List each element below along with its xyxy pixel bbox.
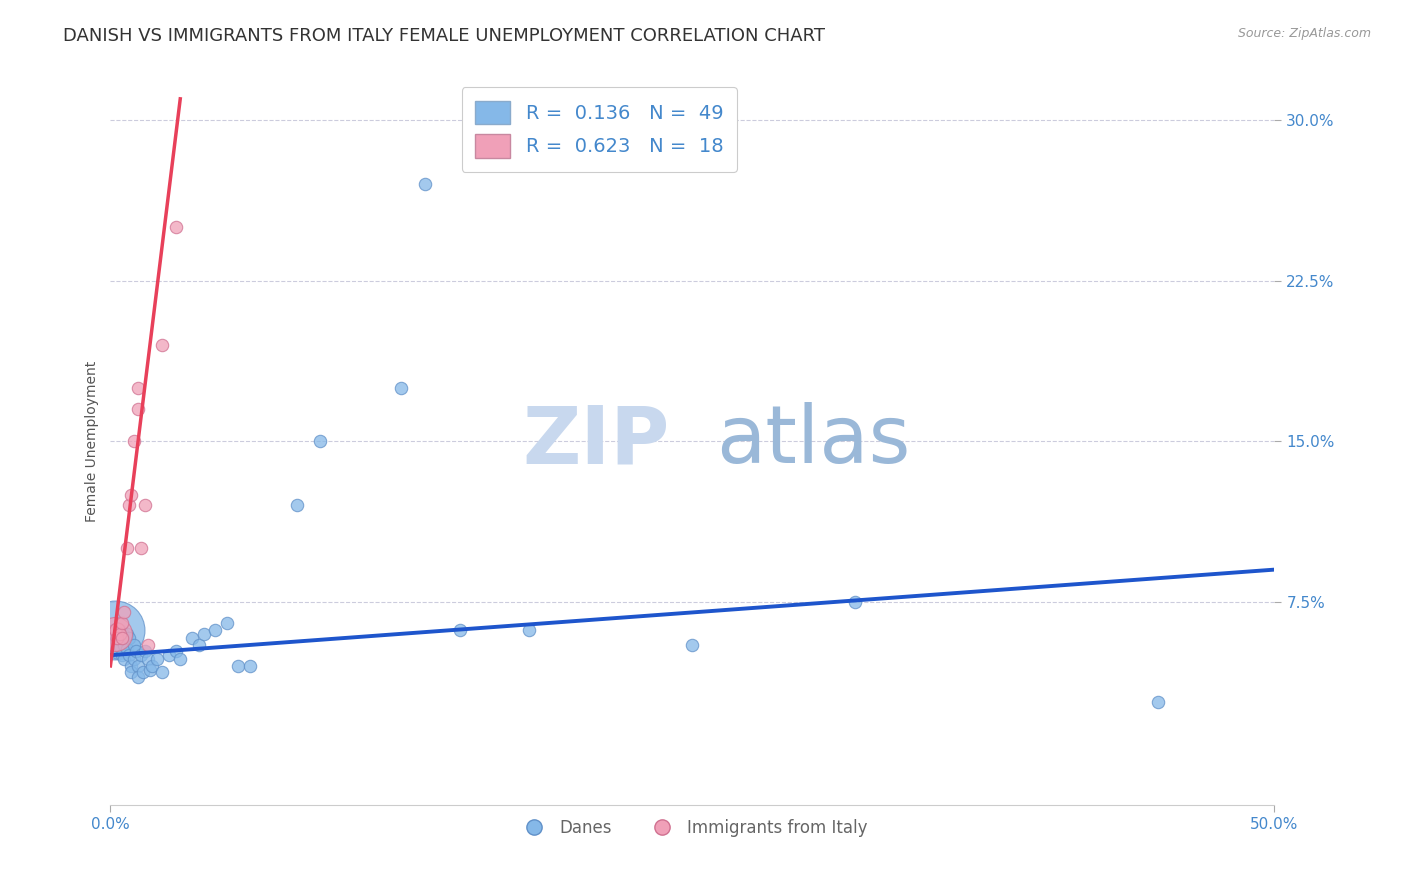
Point: [413, 178, 436, 192]
Point: [391, 381, 413, 395]
Point: [132, 665, 155, 680]
Point: [136, 638, 159, 652]
Point: [118, 631, 141, 645]
Text: atlas: atlas: [716, 402, 910, 480]
Point: [180, 631, 202, 645]
Point: [111, 631, 134, 645]
Point: [1147, 695, 1170, 709]
Point: [285, 499, 308, 513]
Point: [105, 631, 128, 645]
Point: [449, 623, 471, 637]
Point: [120, 665, 142, 680]
Point: [127, 659, 149, 673]
Point: [146, 652, 169, 666]
Point: [127, 402, 149, 417]
Point: [134, 499, 156, 513]
Point: [115, 641, 138, 656]
Point: [125, 644, 148, 658]
Point: [150, 665, 173, 680]
Point: [105, 623, 128, 637]
Y-axis label: Female Unemployment: Female Unemployment: [86, 360, 100, 522]
Point: [122, 652, 145, 666]
Point: [120, 488, 142, 502]
Point: [108, 640, 131, 654]
Point: [165, 220, 187, 235]
Point: [111, 648, 134, 663]
Point: [112, 652, 135, 666]
Point: [105, 638, 128, 652]
Point: [111, 627, 134, 641]
Point: [104, 627, 127, 641]
Point: [120, 659, 142, 673]
Point: [136, 652, 159, 666]
Legend: Danes, Immigrants from Italy: Danes, Immigrants from Italy: [510, 813, 875, 844]
Point: [105, 644, 128, 658]
Point: [105, 627, 128, 641]
Point: [108, 627, 131, 641]
Point: [122, 638, 145, 652]
Point: [129, 541, 152, 556]
Point: [187, 638, 209, 652]
Point: [519, 623, 541, 637]
Point: [150, 338, 173, 352]
Point: [239, 659, 262, 673]
Point: [681, 638, 703, 652]
Point: [228, 659, 250, 673]
Point: [111, 616, 134, 631]
Point: [844, 595, 866, 609]
Point: [169, 652, 191, 666]
Point: [112, 606, 135, 620]
Point: [122, 434, 145, 449]
Point: [127, 670, 149, 684]
Point: [157, 648, 180, 663]
Point: [115, 627, 138, 641]
Point: [108, 631, 131, 645]
Point: [118, 499, 141, 513]
Point: [139, 663, 162, 677]
Point: [141, 659, 163, 673]
Point: [134, 644, 156, 658]
Point: [309, 434, 332, 449]
Point: [118, 648, 141, 663]
Point: [215, 616, 238, 631]
Point: [104, 623, 127, 637]
Point: [193, 627, 215, 641]
Point: [104, 631, 127, 645]
Point: [127, 381, 149, 395]
Point: [129, 648, 152, 663]
Text: ZIP: ZIP: [522, 402, 669, 480]
Text: DANISH VS IMMIGRANTS FROM ITALY FEMALE UNEMPLOYMENT CORRELATION CHART: DANISH VS IMMIGRANTS FROM ITALY FEMALE U…: [63, 27, 825, 45]
Point: [112, 638, 135, 652]
Point: [165, 644, 187, 658]
Point: [115, 541, 138, 556]
Text: Source: ZipAtlas.com: Source: ZipAtlas.com: [1237, 27, 1371, 40]
Point: [204, 623, 226, 637]
